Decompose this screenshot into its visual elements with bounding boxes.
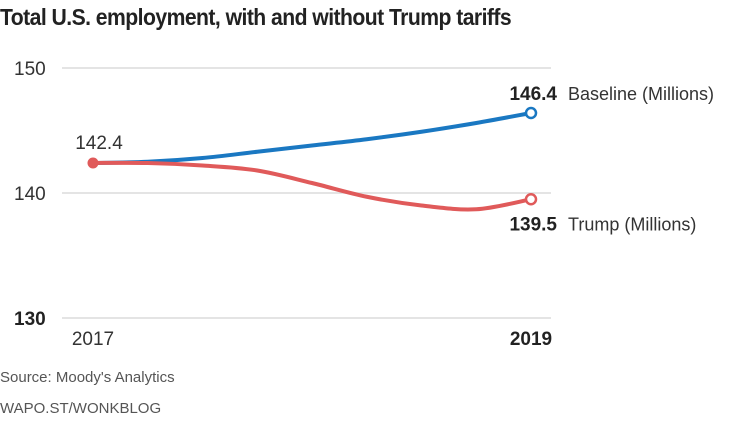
trump-line (91, 160, 533, 212)
x-tick-label: 2017 (72, 329, 114, 350)
baseline-line (91, 111, 533, 165)
y-tick-label: 150 (14, 59, 46, 80)
series-labels: 142.4 146.4 Baseline (Millions) 139.5 Trump … (75, 84, 714, 235)
y-axis-ticks: 150 140 130 (14, 59, 46, 330)
start-point-marker (87, 157, 99, 169)
y-tick-label: 130 (14, 309, 46, 330)
baseline-series-label: Baseline (Millions) (568, 84, 714, 104)
x-tick-label: 2019 (510, 329, 552, 350)
start-value-label: 142.4 (75, 133, 123, 154)
series-lines (87, 106, 538, 212)
chart-title: Total U.S. employment, with and without … (0, 4, 512, 30)
trump-series-label: Trump (Millions) (568, 214, 696, 234)
x-axis-ticks: 2017 2019 (72, 329, 552, 350)
gridlines (62, 67, 551, 319)
baseline-end-value: 146.4 (509, 84, 557, 105)
source-note: Source: Moody's Analytics (0, 369, 175, 386)
trump-end-value: 139.5 (509, 214, 557, 235)
trump-end-marker (524, 193, 538, 206)
credit-link[interactable]: WAPO.ST/WONKBLOG (0, 400, 162, 417)
baseline-end-marker (524, 106, 538, 120)
y-tick-label: 140 (14, 184, 46, 205)
